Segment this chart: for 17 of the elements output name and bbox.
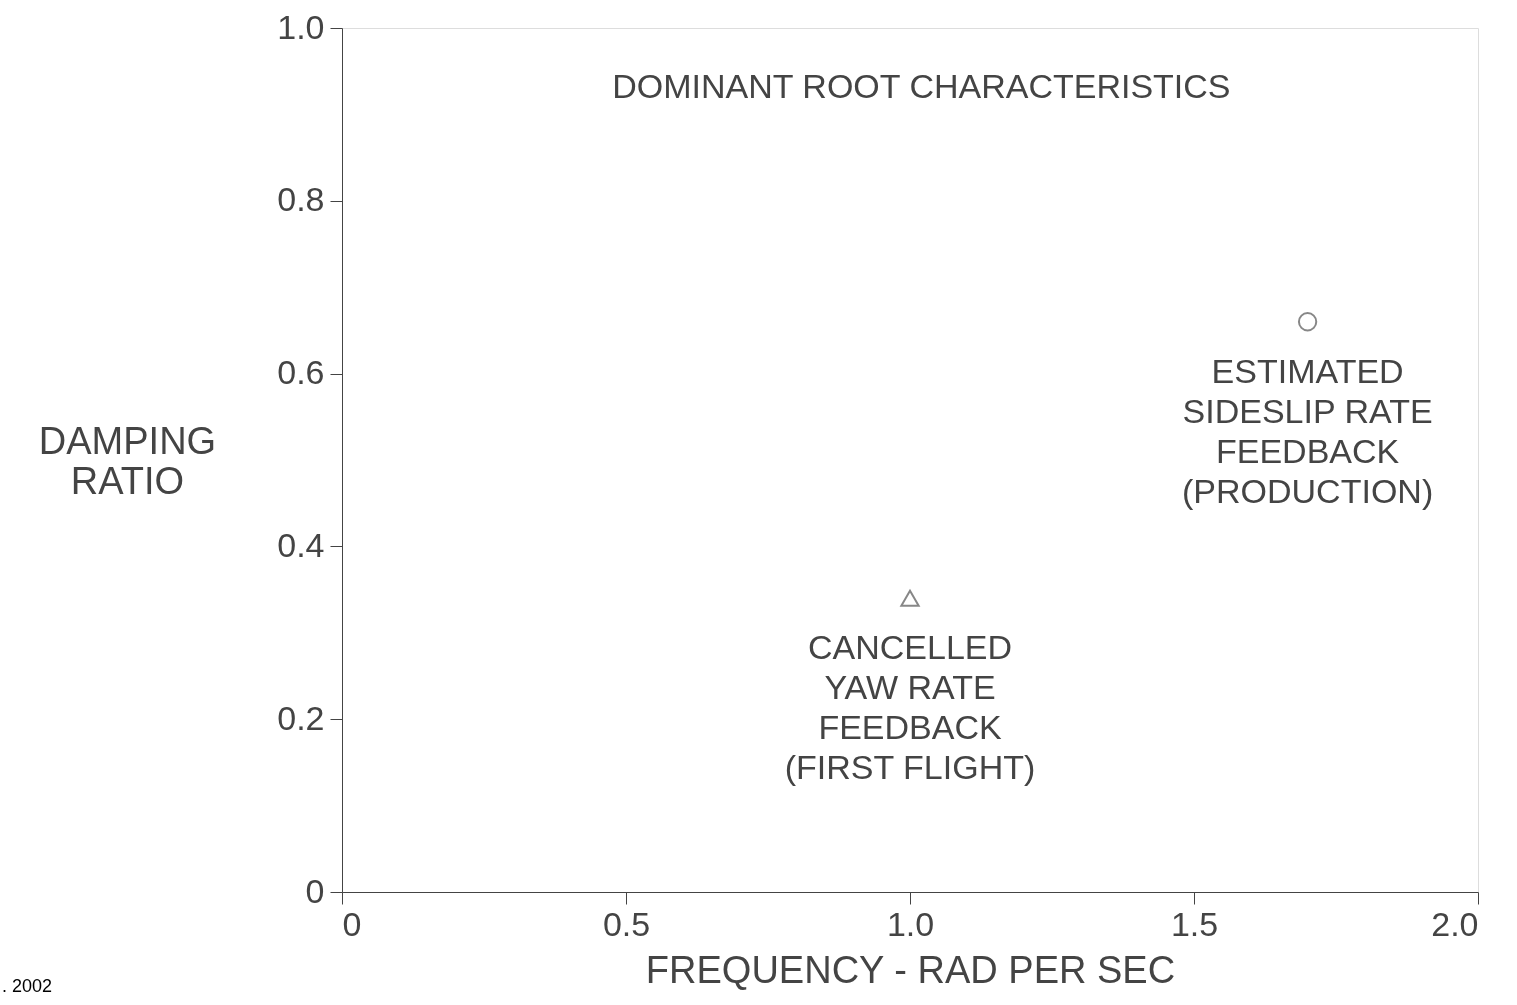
y-tick-label: 0.4 — [277, 525, 325, 564]
x-tick-label: 1.0 — [886, 904, 935, 943]
y-tick-label: 0.8 — [277, 180, 325, 219]
x-tick-label: 0 — [342, 904, 362, 943]
y-tick-label: 0.6 — [277, 353, 325, 392]
text: . 2002 — [2, 976, 53, 996]
y-tick-label: 0 — [305, 871, 325, 910]
x-tick-label: 2.0 — [1431, 904, 1479, 943]
x-tick-label: 1.5 — [1170, 904, 1219, 943]
x-axis-title: FREQUENCY - RAD PER SEC — [645, 948, 1176, 991]
text: DOMINANT ROOT CHARACTERISTICS — [612, 67, 1231, 105]
annotation: CANCELLED YAW RATE FEEDBACK (FIRST FLIGHT) — [784, 628, 1036, 787]
annotation: ESTIMATED SIDESLIP RATE FEEDBACK (PRODUCTION) — [1182, 351, 1434, 510]
y-axis-title: DAMPING RATIO — [38, 420, 217, 503]
y-tick-label: 1.0 — [277, 7, 325, 46]
y-tick-label: 0.2 — [277, 698, 325, 737]
x-tick-label: 0.5 — [602, 904, 651, 943]
